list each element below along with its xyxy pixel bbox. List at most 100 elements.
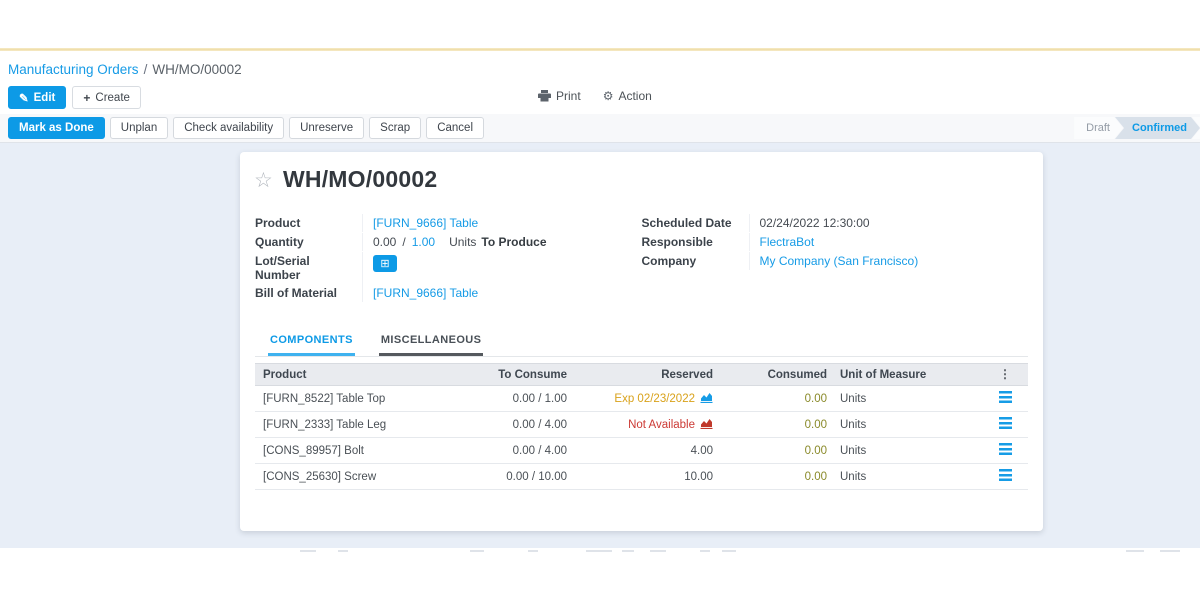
component-row[interactable]: [CONS_25630] Screw 0.00 / 10.00 10.00 0.00 U…	[255, 464, 1028, 490]
printer-icon	[538, 90, 551, 102]
component-row[interactable]: [FURN_8522] Table Top 0.00 / 1.00 Exp 02/2…	[255, 386, 1028, 412]
component-row[interactable]: [FURN_2333] Table Leg 0.00 / 4.00 Not Avai…	[255, 412, 1028, 438]
breadcrumb-current: WH/MO/00002	[152, 62, 242, 77]
print-menu[interactable]: Print	[538, 89, 581, 103]
company-link[interactable]: My Company (San Francisco)	[759, 254, 919, 268]
product-link[interactable]: [FURN_9666] Table	[373, 216, 479, 230]
quantity-value: 0.00/1.00 Units To Produce	[373, 235, 547, 249]
field-label: Product	[255, 214, 363, 232]
workflow-button-mark-as-done[interactable]: Mark as Done	[8, 117, 105, 139]
status-stage-draft[interactable]: Draft	[1074, 117, 1123, 139]
cell-actions	[990, 417, 1020, 432]
workflow-button-scrap[interactable]: Scrap	[369, 117, 422, 139]
favorite-star-icon[interactable]: ☆	[254, 169, 273, 192]
cell-product: [FURN_8522] Table Top	[263, 392, 386, 405]
plus-square-icon: ⊞	[380, 258, 390, 270]
move-details-icon[interactable]	[998, 443, 1012, 455]
cell-to-consume: 0.00 / 10.00	[506, 470, 567, 483]
content-area: ☆ WH/MO/00002 Product [FURN_9666] Table …	[0, 143, 1200, 548]
gear-icon: ⚙	[602, 89, 614, 103]
field-label: Scheduled Date	[642, 214, 750, 232]
cell-consumed: 0.00	[804, 444, 827, 457]
forecast-report-icon[interactable]	[700, 418, 713, 432]
field-label: Responsible	[642, 233, 750, 251]
workflow-buttons: Mark as Done Unplan Check availability Unre…	[8, 117, 485, 139]
col-header-uom[interactable]: Unit of Measure	[840, 368, 927, 381]
field-label: Bill of Material	[255, 284, 363, 302]
edit-button[interactable]: ✎ Edit	[8, 86, 67, 109]
assign-lot-button[interactable]: ⊞	[373, 255, 397, 272]
action-menu[interactable]: ⚙ Action	[602, 89, 652, 103]
optional-columns-icon[interactable]: ⋮	[999, 367, 1011, 381]
quantity-uom: Units	[449, 235, 477, 249]
field-group-right: Scheduled Date 02/24/2022 12:30:00 Respo…	[642, 214, 1029, 303]
field-scheduled-date: Scheduled Date 02/24/2022 12:30:00	[642, 214, 1029, 233]
form-sheet: ☆ WH/MO/00002 Product [FURN_9666] Table …	[240, 152, 1043, 531]
components-table: Product To Consume Reserved Consumed Uni…	[255, 363, 1028, 490]
lot-serial-value: ⊞	[363, 252, 397, 274]
cell-actions	[990, 391, 1020, 406]
breadcrumb-separator: /	[143, 62, 148, 77]
field-groups: Product [FURN_9666] Table Quantity 0.00/…	[255, 214, 1028, 303]
field-label: Company	[642, 252, 750, 270]
move-details-icon[interactable]	[998, 417, 1012, 429]
cell-consumed: 0.00	[804, 418, 827, 431]
cell-to-consume: 0.00 / 1.00	[512, 392, 567, 405]
field-lot-serial: Lot/Serial Number ⊞	[255, 252, 642, 284]
cell-to-consume: 0.00 / 4.00	[512, 418, 567, 431]
quantity-done: 0.00	[373, 235, 397, 249]
statusbar: Draft Confirmed	[1074, 117, 1200, 139]
workflow-button-unreserve[interactable]: Unreserve	[289, 117, 365, 139]
cell-consumed: 0.00	[804, 470, 827, 483]
quantity-planned[interactable]: 1.00	[411, 235, 436, 249]
workflow-button-check-availability[interactable]: Check availability	[173, 117, 285, 139]
col-header-product[interactable]: Product	[263, 368, 307, 381]
field-label: Lot/Serial Number	[255, 252, 363, 284]
cell-consumed: 0.00	[804, 392, 827, 405]
pencil-icon: ✎	[19, 92, 29, 105]
col-header-to-consume[interactable]: To Consume	[498, 368, 567, 381]
responsible-link[interactable]: FlectraBot	[759, 235, 815, 249]
move-details-icon[interactable]	[998, 391, 1012, 403]
cell-reserved: 10.00	[684, 470, 713, 483]
top-divider	[0, 48, 1200, 51]
cell-reserved: Not Available	[575, 418, 721, 432]
cell-to-consume: 0.00 / 4.00	[512, 444, 567, 457]
cell-uom: Units	[840, 392, 867, 405]
cell-actions	[990, 469, 1020, 484]
col-header-reserved[interactable]: Reserved	[661, 368, 713, 381]
field-company: Company My Company (San Francisco)	[642, 252, 1029, 271]
scheduled-date-value: 02/24/2022 12:30:00	[759, 216, 870, 230]
field-product: Product [FURN_9666] Table	[255, 214, 642, 233]
table-header-row: Product To Consume Reserved Consumed Uni…	[255, 363, 1028, 386]
col-header-consumed[interactable]: Consumed	[767, 368, 827, 381]
status-stage-confirmed[interactable]: Confirmed	[1115, 117, 1200, 139]
control-panel: Mark as Done Unplan Check availability Unre…	[0, 114, 1200, 143]
workflow-button-cancel[interactable]: Cancel	[426, 117, 485, 139]
workflow-button-unplan[interactable]: Unplan	[109, 117, 169, 139]
field-responsible: Responsible FlectraBot	[642, 233, 1029, 252]
move-details-icon[interactable]	[998, 469, 1012, 481]
cell-product: [FURN_2333] Table Leg	[263, 418, 387, 431]
header-buttons: ✎ Edit + Create	[8, 86, 141, 109]
tab-miscellaneous[interactable]: MISCELLANEOUS	[378, 328, 484, 356]
tab-components[interactable]: COMPONENTS	[268, 328, 355, 356]
forecast-report-icon[interactable]	[700, 392, 713, 406]
notebook-tabs: COMPONENTS MISCELLANEOUS	[255, 328, 1028, 357]
quantity-suffix: To Produce	[481, 235, 547, 249]
center-actions: Print ⚙ Action	[538, 89, 652, 103]
cell-reserved: Exp 02/23/2022	[575, 392, 721, 406]
plus-icon: +	[83, 90, 91, 105]
create-button[interactable]: + Create	[72, 86, 141, 109]
cell-uom: Units	[840, 418, 867, 431]
component-row[interactable]: [CONS_89957] Bolt 0.00 / 4.00 4.00 0.00 Unit…	[255, 438, 1028, 464]
table-body: [FURN_8522] Table Top 0.00 / 1.00 Exp 02/2…	[255, 386, 1028, 490]
cell-uom: Units	[840, 444, 867, 457]
breadcrumb-parent-link[interactable]: Manufacturing Orders	[8, 62, 139, 77]
cell-actions	[990, 443, 1020, 458]
field-bill-of-material: Bill of Material [FURN_9666] Table	[255, 284, 642, 303]
bom-link[interactable]: [FURN_9666] Table	[373, 286, 479, 300]
cell-product: [CONS_25630] Screw	[263, 470, 377, 483]
cell-reserved: 4.00	[690, 444, 713, 457]
